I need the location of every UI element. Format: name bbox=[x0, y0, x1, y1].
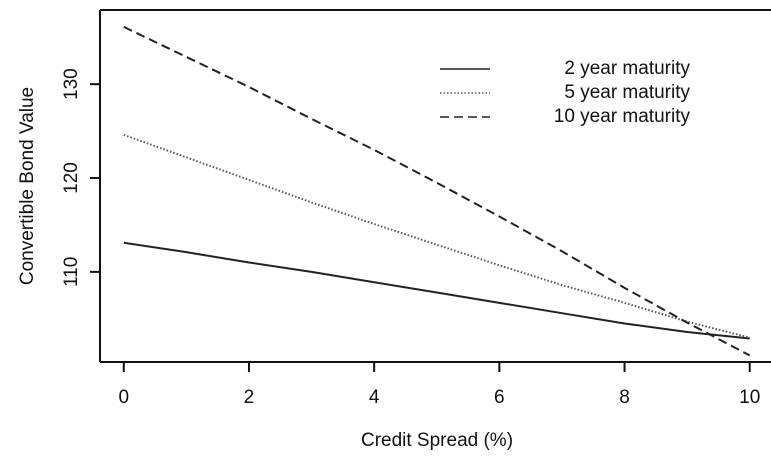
x-tick-label: 6 bbox=[494, 387, 505, 408]
x-tick-label: 2 bbox=[244, 387, 255, 408]
x-tick-label: 4 bbox=[369, 387, 380, 408]
legend-label: 10 year maturity bbox=[554, 106, 691, 127]
x-tick-label: 10 bbox=[739, 387, 760, 408]
y-axis-label: Convertible Bond Value bbox=[17, 87, 38, 285]
series-line bbox=[123, 241, 750, 340]
legend-label: 2 year maturity bbox=[564, 58, 690, 79]
series-line bbox=[123, 25, 751, 357]
y-tick-label: 110 bbox=[61, 257, 82, 287]
x-tick-label: 8 bbox=[619, 387, 630, 408]
x-axis-label: Credit Spread (%) bbox=[361, 430, 513, 451]
series-line bbox=[123, 133, 750, 339]
legend-label: 5 year maturity bbox=[564, 82, 690, 103]
x-tick-label: 0 bbox=[118, 387, 129, 408]
y-tick-label: 130 bbox=[61, 68, 82, 100]
y-tick-label: 120 bbox=[61, 162, 82, 194]
